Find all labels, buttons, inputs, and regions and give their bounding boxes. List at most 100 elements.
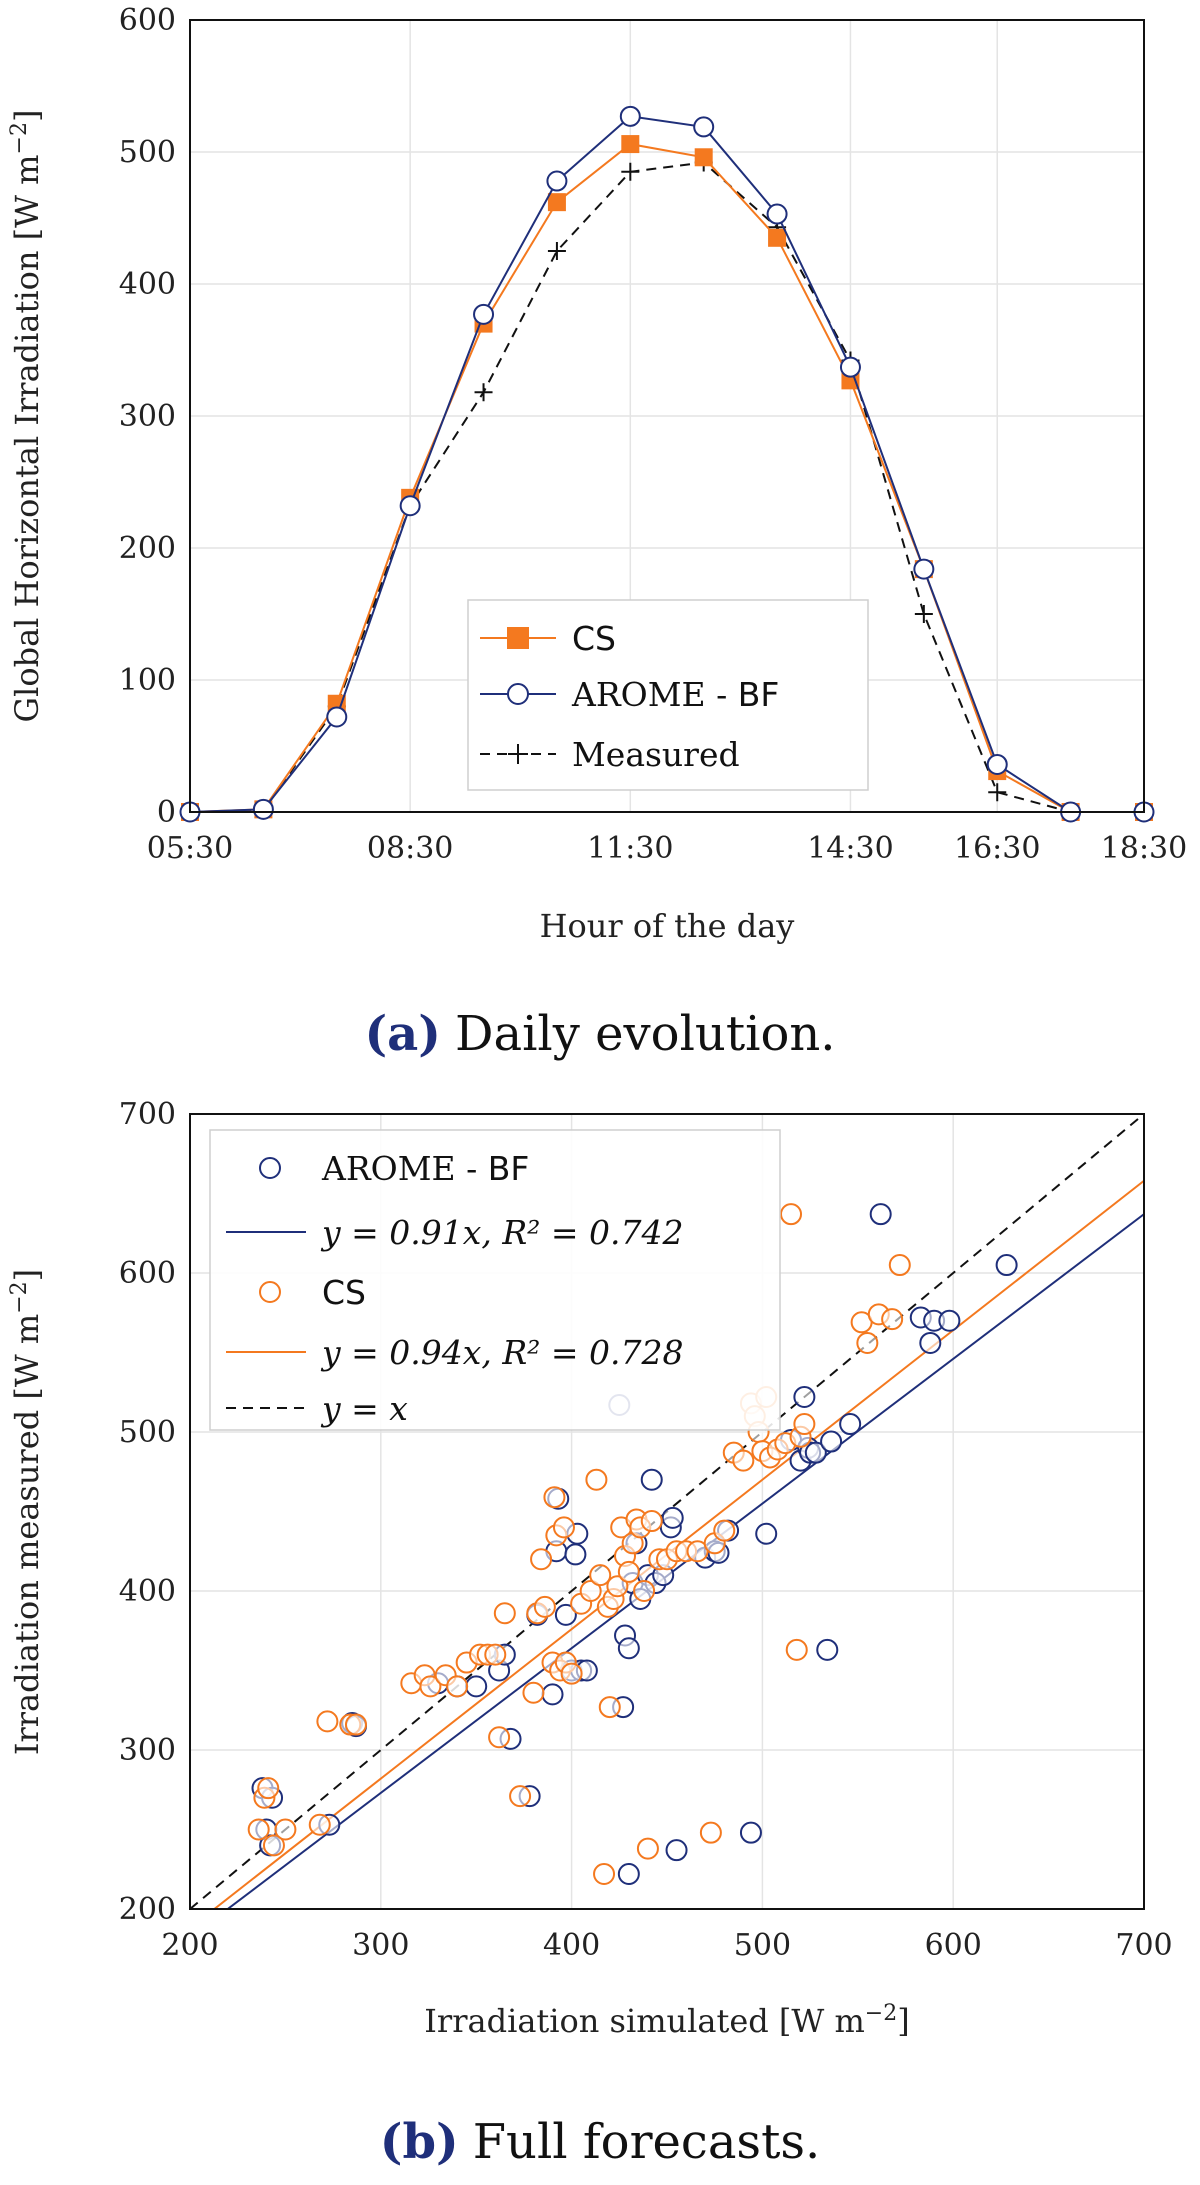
y-axis-label-b-sup: −2 [7,1281,32,1313]
series-line-cs [189,143,1144,813]
scatter-point-cs-20 [509,1785,532,1808]
legend-a: CS AROME - BF Measured [467,599,869,791]
scatter-point-arome-bf-43 [739,1821,762,1844]
y-axis-label-a-main: Global Horizontal Irradiation [W m [8,154,46,722]
legend-b-arome-prefix: AROME - [321,1149,488,1188]
scatter-point-cs-21 [522,1681,545,1704]
point-arome-bf-9 [839,356,861,378]
point-arome-bf-3 [399,495,421,517]
chart-daily-evolution: 0 100 200 300 400 500 600 05:30 08:30 11:30 14:30 1… [7,3,1187,1062]
axes-b: 200 300 400 500 600 700 200 300 400 500 600 700 [119,1097,1173,1963]
scatter-point-cs-75 [881,1308,904,1331]
scatter-point-cs-2 [257,1777,280,1800]
scatter-point-arome-bf-38 [665,1839,688,1862]
legend-b-arome-label: AROME - BF [321,1149,529,1188]
scatter-point-arome-bf-56 [919,1331,942,1354]
scatter-point-cs-49 [640,1510,663,1533]
legend-a-arome-circle-icon [507,683,529,705]
series-line-measured [189,161,1144,813]
y-axis-label-b-end: ] [8,1269,46,1281]
scatter-point-arome-bf-58 [938,1309,961,1332]
plot-frame-b [189,1113,1145,1910]
x-axis-label-b-end: ] [897,2002,909,2040]
point-arome-bf-4 [473,303,495,325]
scatter-point-cs-76 [888,1254,911,1277]
legend-a-arome-prefix: AROME - [571,675,738,714]
x-tick-a-4: 16:30 [954,831,1040,866]
scatter-point-arome-bf-9 [465,1675,488,1698]
scatter-point-cs-71 [793,1413,816,1436]
scatter-point-cs-59 [732,1449,755,1472]
scatter-point-cs-29 [552,1516,575,1539]
y-axis-label-a: Global Horizontal Irradiation [W m−2] [7,110,46,723]
legend-a-arome-suffix: BF [738,675,780,714]
legend-b-box [209,1129,781,1431]
x-tick-a-0: 05:30 [147,831,233,866]
scatter-point-cs-48 [636,1837,659,1860]
y-tick-a-0: 0 [157,795,176,830]
scatter-point-arome-bf-47 [793,1386,816,1409]
scatter-point-cs-8 [344,1713,367,1736]
point-cs-8 [768,228,787,247]
caption-b-label: (b) [380,2114,459,2170]
point-arome-bf-5 [546,170,568,192]
legend-b-cs-circle-icon [259,1281,281,1303]
scatter-point-cs-69 [785,1638,808,1661]
scatter-point-arome-bf-18 [554,1603,577,1626]
point-measured-5 [547,242,566,260]
x-axis-label-b-sup: −2 [865,2001,897,2026]
y-tick-b-5: 700 [119,1097,176,1132]
point-arome-bf-2 [326,706,348,728]
point-arome-bf-11 [986,753,1008,775]
scatter-point-arome-bf-50 [804,1441,827,1464]
point-cs-7 [694,148,713,167]
scatter-point-arome-bf-44 [755,1522,778,1545]
scatter-point-cs-3 [262,1834,285,1857]
legend-b-arome-suffix: BF [488,1149,530,1188]
scatter-point-arome-bf-27 [617,1637,640,1660]
point-cs-5 [547,193,566,212]
y-axis-label-b: Irradiation measured [W m−2] [7,1269,46,1755]
scatter-point-arome-bf-20 [564,1543,587,1566]
scatter-point-cs-0 [247,1818,270,1841]
y-tick-a-6: 600 [119,3,176,38]
scatter-point-cs-5 [308,1813,331,1836]
scatter-point-arome-bf-52 [820,1430,843,1453]
scatter-point-cs-40 [606,1575,629,1598]
x-tick-b-4: 600 [925,1928,982,1963]
y-tick-b-4: 600 [119,1256,176,1291]
scatter-point-cs-4 [274,1818,297,1841]
scatter-point-arome-bf-53 [839,1413,862,1436]
x-tick-a-1: 08:30 [367,831,453,866]
y-tick-b-3: 500 [119,1415,176,1450]
caption-a-text: Daily evolution. [455,1006,836,1062]
scatter-point-cs-26 [543,1486,566,1509]
point-arome-bf-7 [693,116,715,138]
legend-b-cs-label: CS [322,1273,366,1312]
scatter-point-cs-19 [493,1602,516,1625]
scatter-point-arome-bf-28 [617,1863,640,1886]
scatter-point-cs-73 [856,1331,879,1354]
caption-b: (b) Full forecasts. [380,2114,821,2170]
point-measured-10 [914,605,933,623]
scatter-point-cs-57 [713,1519,736,1542]
point-cs-6 [621,135,640,154]
y-tick-b-2: 400 [119,1574,176,1609]
point-measured-6 [621,162,640,181]
y-axis-label-a-end: ] [8,110,46,122]
y-tick-b-1: 300 [119,1733,176,1768]
axes-a: 0 100 200 300 400 500 600 05:30 08:30 11:30 14:30 1… [119,3,1188,866]
series-line-arome-bf [189,115,1144,813]
legend-b-cs-fit-label: y = 0.94x, R² = 0.728 [320,1333,684,1372]
x-tick-b-3: 500 [734,1928,791,1963]
caption-a: (a) Daily evolution. [364,1006,835,1062]
y-axis-label-a-sup: −2 [7,122,32,154]
scatter-point-cs-11 [419,1675,442,1698]
scatter-point-arome-bf-51 [816,1638,839,1661]
plot-frame-a [189,19,1145,813]
x-axis-label-b-main: Irradiation simulated [W m [424,2002,865,2040]
legend-a-measured-plus-icon [508,744,528,764]
legend-b-arome-circle-icon [259,1157,281,1179]
legend-a-arome-label: AROME - BF [571,675,779,714]
